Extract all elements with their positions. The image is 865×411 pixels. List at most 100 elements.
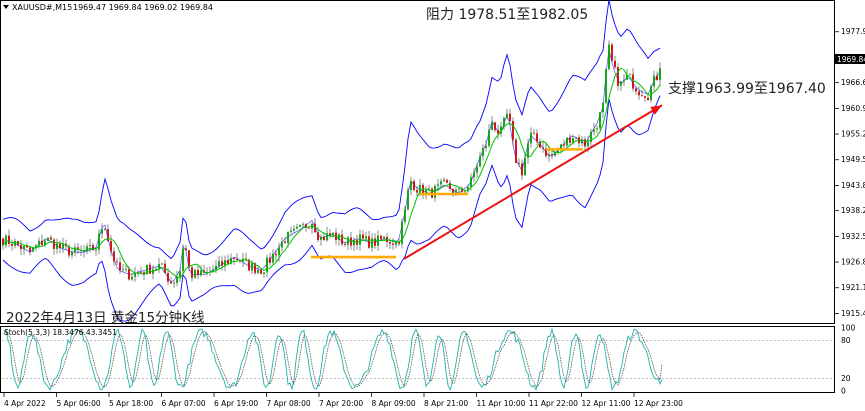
candle-body: [197, 269, 199, 276]
candle-body: [47, 237, 49, 241]
candle-body: [563, 144, 565, 146]
candle-body: [632, 74, 634, 89]
candle-body: [119, 262, 121, 271]
candle-body: [125, 268, 127, 270]
stoch-label: Stoch(5,3,3) 18.3476 43.3451: [4, 328, 117, 337]
middle-band: [2, 49, 661, 283]
time-tick-label: 6 Apr 07:00: [162, 399, 206, 408]
candle-body: [140, 272, 142, 273]
candle-body: [584, 139, 586, 147]
time-tick-label: 4 Apr 2022: [4, 399, 46, 408]
candle-body: [77, 247, 79, 250]
candle-body: [635, 88, 637, 92]
candle-body: [338, 234, 340, 240]
stoch-tick-label: 20: [841, 374, 851, 383]
candle-body: [365, 236, 367, 239]
candle-body: [2, 238, 4, 246]
candle-body: [548, 154, 550, 156]
candle-body: [152, 269, 154, 274]
candle-body: [407, 190, 409, 210]
candle-body: [281, 241, 283, 248]
candle-body: [11, 243, 13, 246]
candle-body: [530, 132, 532, 144]
trendline: [403, 104, 663, 260]
candle-body: [248, 259, 250, 271]
candle-body: [509, 113, 511, 121]
candle-body: [362, 234, 364, 239]
candle-body: [404, 209, 406, 222]
candle-body: [98, 233, 100, 250]
price-tick-label: 1926.80: [841, 258, 865, 267]
candle-body: [167, 272, 169, 282]
candle-body: [515, 139, 517, 163]
support-annotation: 支撑1963.99至1967.40: [668, 81, 826, 97]
price-tick-label: 1915.40: [841, 309, 865, 318]
candle-body: [551, 154, 553, 156]
candle-body: [38, 240, 40, 246]
candle-body: [533, 132, 535, 134]
candle-body: [59, 243, 61, 249]
candle-body: [506, 113, 508, 118]
candle-body: [257, 269, 259, 273]
candle-body: [113, 251, 115, 262]
candle-body: [572, 138, 574, 143]
candle-body: [518, 162, 520, 164]
candle-body: [44, 240, 46, 246]
candle-body: [341, 234, 343, 245]
candle-body: [587, 141, 589, 147]
support-lines: [311, 148, 583, 259]
candle-body: [419, 184, 421, 193]
candle-body: [194, 269, 196, 278]
current-price-label: 1969.84: [837, 55, 865, 64]
candle-body: [536, 133, 538, 142]
candle-body: [500, 126, 502, 134]
candle-body: [323, 236, 325, 241]
stoch-pane-frame: [0, 326, 835, 393]
dropdown-triangle-icon[interactable]: [3, 5, 9, 9]
candle-body: [455, 189, 457, 194]
candle-body: [173, 282, 175, 284]
candle-body: [182, 248, 184, 272]
candle-body: [581, 139, 583, 144]
candle-body: [149, 264, 151, 274]
candle-body: [428, 188, 430, 190]
candle-body: [359, 234, 361, 245]
candle-body: [434, 186, 436, 198]
candle-body: [383, 236, 385, 240]
candle-body: [269, 257, 271, 263]
candle-body: [611, 44, 613, 61]
candle-body: [161, 263, 163, 265]
candle-body: [227, 260, 229, 264]
candle-body: [107, 229, 109, 241]
price-tick-label: 1966.60: [841, 78, 865, 87]
candle-body: [467, 187, 469, 192]
trendline-line: [403, 104, 663, 260]
candle-body: [491, 122, 493, 131]
candle-body: [251, 263, 253, 271]
candle-body: [23, 245, 25, 250]
candle-body: [86, 246, 88, 252]
candle-body: [596, 128, 598, 130]
candle-body: [560, 144, 562, 151]
candle-body: [554, 152, 556, 156]
candle-body: [218, 261, 220, 266]
candle-body: [344, 244, 346, 245]
candle-body: [575, 137, 577, 139]
candle-body: [89, 245, 91, 247]
candle-body: [494, 122, 496, 131]
candle-body: [476, 166, 478, 173]
symbol-label: XAUUSD#,M15: [12, 3, 72, 12]
candle-body: [545, 148, 547, 156]
trendline-arrowhead: [650, 105, 662, 115]
candle-body: [263, 272, 265, 274]
candle-body: [26, 245, 28, 248]
candle-body: [116, 261, 118, 263]
candle-body: [188, 250, 190, 268]
candle-body: [410, 181, 412, 191]
candle-body: [620, 81, 622, 86]
candle-body: [503, 117, 505, 127]
candle-body: [266, 257, 268, 273]
candle-body: [284, 241, 286, 243]
candle-body: [353, 240, 355, 246]
